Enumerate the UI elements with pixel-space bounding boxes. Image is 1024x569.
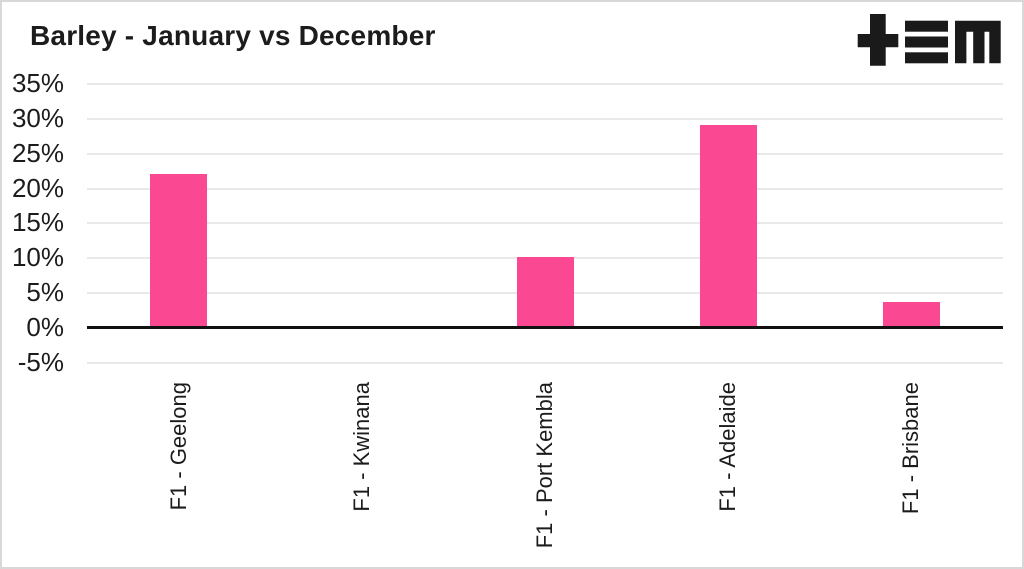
- bar-f1-geelong: [150, 173, 208, 327]
- bar-f1-port-kembla: [516, 257, 574, 327]
- gridline: [87, 187, 1003, 190]
- y-tick-label: -5%: [17, 346, 64, 377]
- tem-logo: [857, 14, 1001, 66]
- y-tick-label: 25%: [11, 137, 64, 168]
- x-category-label: F1 - Adelaide: [715, 382, 741, 512]
- chart-title: Barley - January vs December: [30, 20, 436, 51]
- y-tick-label: 15%: [11, 207, 64, 238]
- gridline: [87, 152, 1003, 155]
- plus-icon: [857, 14, 899, 66]
- bar-f1-brisbane: [882, 301, 940, 327]
- y-tick-label: 5%: [26, 277, 64, 308]
- y-tick-label: 0%: [26, 312, 64, 342]
- x-category-label: F1 - Geelong: [165, 382, 191, 511]
- zero-line: [87, 326, 1003, 329]
- m-glyph-icon: [955, 20, 1001, 64]
- bar-f1-adelaide: [699, 124, 757, 327]
- y-tick-label: 30%: [11, 102, 64, 133]
- gridline: [87, 82, 1003, 85]
- y-tick-label: 35%: [11, 67, 64, 98]
- x-category-label: F1 - Kwinana: [348, 382, 374, 512]
- gridline: [87, 361, 1003, 364]
- y-tick-label: 10%: [11, 242, 64, 273]
- triple-bar-icon: [905, 20, 948, 64]
- x-category-label: F1 - Brisbane: [898, 382, 924, 515]
- x-category-label: F1 - Port Kembla: [532, 382, 557, 549]
- y-tick-label: 20%: [11, 172, 64, 203]
- gridline: [87, 222, 1003, 225]
- gridline: [87, 117, 1003, 120]
